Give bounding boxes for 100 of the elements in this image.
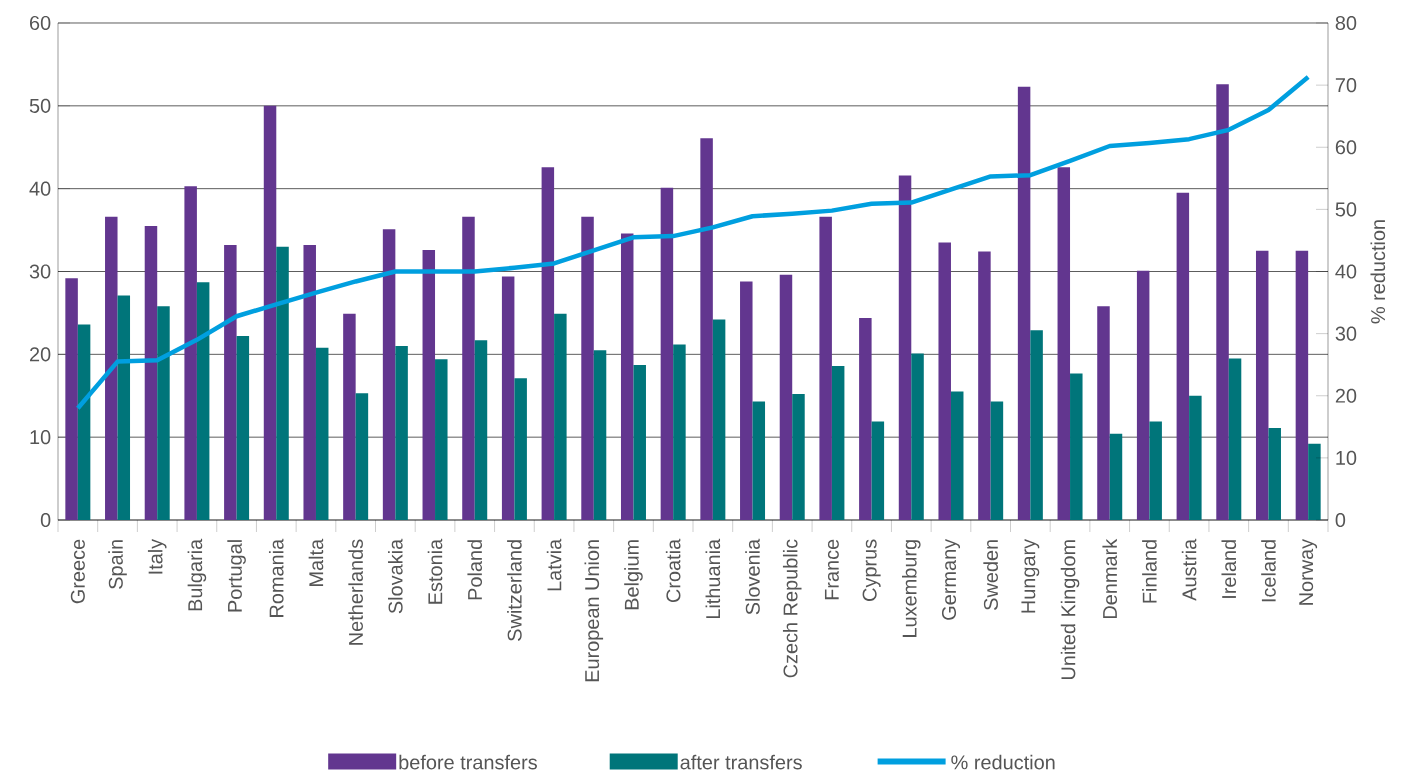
- bar: [1017, 86, 1031, 520]
- y2-tick-label: 70: [1335, 78, 1357, 93]
- x-tick-label: Hungary: [1021, 538, 1040, 613]
- bar: [1109, 433, 1123, 520]
- bar: [65, 278, 78, 520]
- x-tick-label: Greece: [70, 539, 85, 604]
- bar: [1189, 395, 1202, 520]
- x-tick-label: Lithuania: [705, 538, 721, 619]
- bar: [462, 216, 475, 520]
- y-tick-label: 60: [30, 15, 51, 31]
- bar: [712, 319, 726, 520]
- y2-tick-label: 30: [1335, 326, 1357, 341]
- bar: [633, 365, 646, 520]
- bar: [117, 295, 131, 520]
- bar: [263, 105, 277, 520]
- x-tick-label: Bulgaria: [187, 538, 207, 611]
- bar: [422, 249, 436, 520]
- bar: [236, 336, 250, 520]
- bar: [740, 281, 753, 520]
- x-tick-label: France: [824, 539, 839, 600]
- x-tick-label: Germany: [941, 538, 960, 620]
- y-tick-label: 30: [29, 264, 51, 279]
- bar: [581, 216, 594, 520]
- x-tick-label: Netherlands: [348, 539, 363, 645]
- bar: [144, 225, 158, 520]
- bar: [382, 229, 396, 520]
- x-tick-label: Belgium: [624, 540, 643, 610]
- bar: [315, 347, 329, 520]
- x-tick-label: United Kingdom: [1060, 540, 1080, 680]
- bar: [1176, 192, 1190, 520]
- x-tick-label: Slovenia: [745, 538, 760, 615]
- x-tick-label: Croatia: [665, 538, 681, 603]
- x-tick-label: Slovakia: [388, 538, 403, 614]
- x-tick-label: Norway: [1299, 538, 1318, 605]
- bar: [157, 306, 170, 520]
- x-tick-label: Iceland: [1261, 540, 1276, 602]
- bar: [779, 274, 793, 520]
- bar: [184, 186, 197, 520]
- bar: [978, 251, 991, 520]
- bar: [1228, 358, 1242, 520]
- x-tick-label: European Union: [584, 540, 604, 682]
- bar: [831, 365, 845, 520]
- x-tick-label: Luxemburg: [902, 540, 921, 637]
- bar: [792, 394, 805, 520]
- x-tick-label: Czech Republic: [782, 539, 802, 678]
- x-tick-label: Malta: [308, 538, 324, 586]
- bar: [355, 393, 369, 520]
- bar: [1295, 250, 1309, 520]
- bar: [898, 175, 912, 520]
- bar: [938, 242, 951, 520]
- x-tick-label: Sweden: [983, 540, 998, 610]
- y2-tick-label: 40: [1335, 264, 1357, 279]
- y2-tick-label: 80: [1335, 15, 1357, 31]
- bar: [276, 246, 289, 520]
- y-tick-label: 10: [30, 430, 51, 445]
- y2-axis-title: % reduction: [1370, 220, 1386, 324]
- bar: [859, 317, 872, 520]
- y-tick-label: 0: [40, 512, 51, 528]
- bar: [871, 421, 885, 520]
- bar: [660, 187, 674, 520]
- bar: [343, 313, 356, 520]
- y-tick-label: 40: [29, 181, 51, 196]
- bar: [1255, 250, 1269, 520]
- x-tick-label: Italy: [147, 538, 167, 574]
- bar: [990, 401, 1004, 520]
- bar: [501, 276, 515, 520]
- legend-label: % reduction: [951, 754, 1055, 770]
- legend-label: after transfers: [680, 754, 802, 770]
- x-tick-label: Denmark: [1102, 538, 1118, 619]
- bar: [1268, 428, 1281, 520]
- bar: [593, 350, 607, 520]
- bar: [435, 359, 448, 520]
- bar: [911, 353, 924, 520]
- bar: [819, 216, 832, 520]
- bar: [554, 313, 567, 520]
- x-tick-label: Romania: [268, 538, 284, 617]
- y2-tick-label: 50: [1335, 202, 1357, 217]
- y2-tick-label: 0: [1335, 512, 1346, 528]
- bar: [196, 282, 210, 520]
- legend-label: before transfers: [399, 754, 537, 770]
- x-tick-label: Portugal: [227, 540, 246, 612]
- x-tick-label: Ireland: [1221, 540, 1237, 598]
- x-tick-label: Estonia: [427, 538, 443, 604]
- bar: [950, 391, 964, 520]
- bar: [1216, 84, 1229, 520]
- bar: [474, 340, 488, 520]
- x-tick-label: Austria: [1181, 538, 1197, 601]
- bar: [1097, 306, 1110, 520]
- x-tick-label: Cyprus: [862, 539, 881, 601]
- bar: [1070, 373, 1083, 520]
- bar: [541, 167, 555, 520]
- x-tick-label: Latvia: [546, 538, 562, 591]
- bar: [303, 244, 316, 520]
- bar: [1308, 443, 1321, 520]
- bar: [395, 346, 408, 520]
- y2-tick-label: 20: [1335, 388, 1357, 403]
- x-tick-label: Poland: [467, 540, 483, 600]
- bar: [1030, 330, 1043, 520]
- bar: [700, 138, 713, 520]
- y2-tick-label: 60: [1335, 140, 1357, 155]
